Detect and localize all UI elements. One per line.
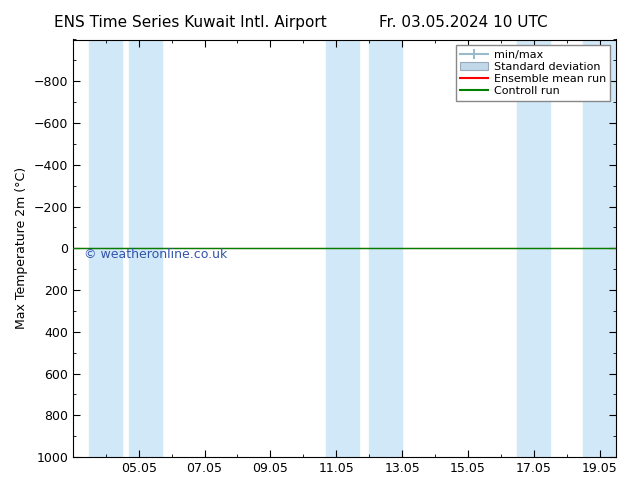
Text: Fr. 03.05.2024 10 UTC: Fr. 03.05.2024 10 UTC xyxy=(378,15,547,30)
Legend: min/max, Standard deviation, Ensemble mean run, Controll run: min/max, Standard deviation, Ensemble me… xyxy=(456,45,611,100)
Bar xyxy=(369,40,402,457)
Bar xyxy=(89,40,122,457)
Bar xyxy=(327,40,359,457)
Text: © weatheronline.co.uk: © weatheronline.co.uk xyxy=(84,248,227,261)
Y-axis label: Max Temperature 2m (°C): Max Temperature 2m (°C) xyxy=(15,167,28,329)
Bar xyxy=(129,40,162,457)
Text: ENS Time Series Kuwait Intl. Airport: ENS Time Series Kuwait Intl. Airport xyxy=(54,15,327,30)
Bar xyxy=(583,40,616,457)
Bar xyxy=(517,40,550,457)
